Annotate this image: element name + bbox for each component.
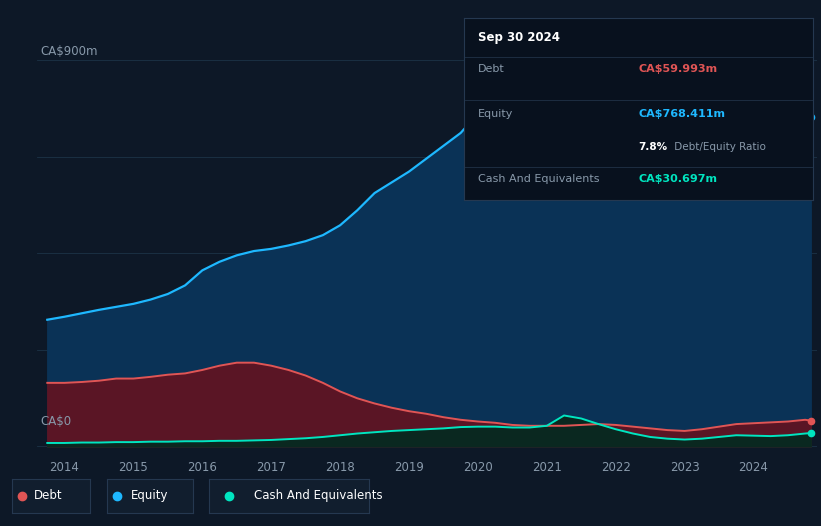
Text: Debt/Equity Ratio: Debt/Equity Ratio [672,142,766,152]
Text: 7.8%: 7.8% [639,142,667,152]
Text: CA$0: CA$0 [41,414,72,428]
Text: Equity: Equity [478,109,513,119]
Text: CA$768.411m: CA$768.411m [639,109,725,119]
Text: Debt: Debt [34,489,62,502]
Text: CA$59.993m: CA$59.993m [639,64,718,74]
Text: Cash And Equivalents: Cash And Equivalents [255,489,383,502]
Text: Debt: Debt [478,64,505,74]
Text: Sep 30 2024: Sep 30 2024 [478,31,560,44]
Text: Cash And Equivalents: Cash And Equivalents [478,175,599,185]
Text: CA$30.697m: CA$30.697m [639,175,718,185]
Text: CA$900m: CA$900m [41,45,99,58]
Text: Equity: Equity [131,489,168,502]
